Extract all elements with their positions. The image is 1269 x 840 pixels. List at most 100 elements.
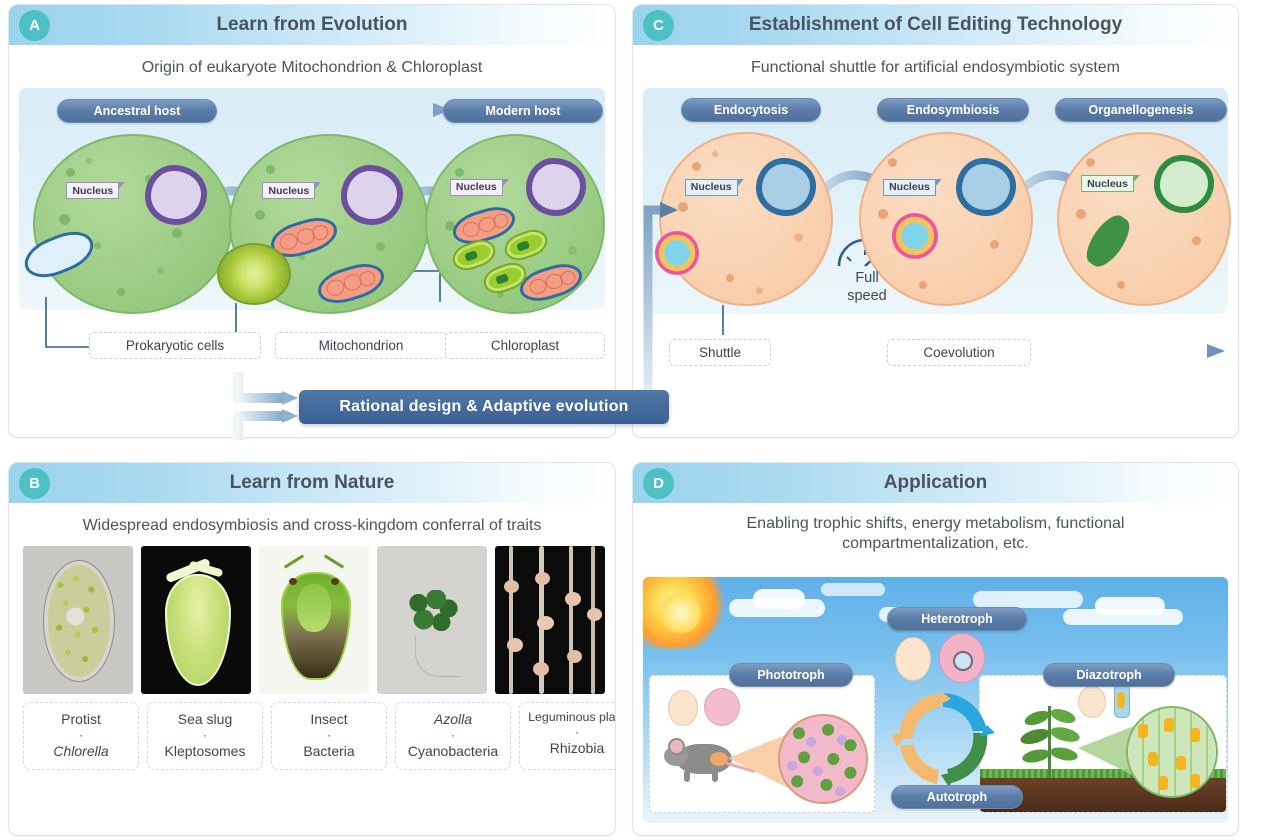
panel-a-pill-modern-host: Modern host [443, 99, 603, 124]
caption-host: Insect [310, 711, 348, 728]
tag-mitochondrion: Mitochondrion [275, 332, 447, 359]
cytoplasm-speck [85, 157, 92, 164]
crista [527, 276, 548, 296]
tag-chloroplast: Chloroplast [445, 332, 605, 359]
nucleus-organelle [340, 164, 403, 225]
panel-d-title: Application [883, 472, 988, 493]
caption-separator: · [327, 727, 331, 742]
nucleus-organelle [525, 157, 586, 216]
cytoplasm-speck [1116, 280, 1125, 289]
caption-host: Protist [61, 711, 101, 728]
cytoplasm-speck [691, 161, 701, 171]
photo-insect [259, 546, 369, 695]
caption-symbiont: Kleptosomes [164, 742, 246, 759]
magnify-cone [728, 734, 788, 788]
nucleus-label: Nucleus [449, 178, 509, 196]
panel-d: D Application Enabling trophic shifts, e… [620, 450, 1249, 840]
nucleus-label: Nucleus [684, 178, 744, 196]
panel-a-pill-ancestral-host: Ancestral host [57, 99, 217, 124]
caption-insect: Insect · Bacteria [271, 702, 387, 770]
cloud-icon [753, 589, 805, 609]
grass-layer [980, 769, 1226, 778]
nucleus-dot [953, 651, 973, 671]
panel-c-header: C Establishment of Cell Editing Technolo… [633, 5, 1238, 45]
gauge-caption-line1: Full [855, 270, 879, 287]
photo-protist-chlorella [23, 546, 133, 695]
panel-b-subtitle: Widespread endosymbiosis and cross-kingd… [82, 517, 542, 534]
phototroph-card [649, 675, 875, 813]
caption-separator: · [203, 727, 207, 742]
panel-d-pill-phototroph: Phototroph [729, 663, 853, 687]
cytoplasm-speck [297, 252, 305, 260]
cytoplasm-speck [888, 158, 898, 168]
panel-c: C Establishment of Cell Editing Technolo… [620, 0, 1249, 450]
mitochondrion-organelle [515, 258, 586, 307]
panel-d-subtitle: Enabling trophic shifts, energy metaboli… [746, 515, 1125, 553]
caption-sea-slug: Sea slug · Kleptosomes [147, 702, 263, 770]
panel-c-pill-endocytosis: Endocytosis [681, 98, 821, 123]
panel-c-subtitle: Functional shuttle for artificial endosy… [750, 59, 1121, 76]
cycle-arrows [891, 691, 995, 787]
nucleus-label: Nucleus [1081, 175, 1140, 193]
cytoplasm-speck [376, 242, 386, 252]
panel-b-photo-strip [9, 546, 615, 695]
photo-legume-root-nodules [495, 546, 605, 695]
cytoplasm-speck [58, 213, 70, 225]
cytoplasm-speck [172, 227, 183, 238]
mitochondrion-organelle [313, 257, 389, 309]
cytoplasm-speck [756, 287, 764, 295]
caption-symbiont: Chlorella [53, 742, 109, 759]
tag-shuttle: Shuttle [669, 339, 771, 366]
panel-c-badge: C [643, 9, 674, 41]
cytoplasm-speck [878, 209, 888, 220]
cell-modern: Nucleus [425, 134, 605, 315]
cell-ancestral: Nucleus [33, 134, 233, 315]
cell-icon-beige [668, 690, 698, 726]
cytoplasm-speck [455, 168, 465, 178]
panel-d-header: D Application [633, 463, 1238, 503]
panel-b: B Learn from Nature Widespread endosymbi… [0, 450, 620, 840]
cytoplasm-speck [254, 210, 265, 221]
cell-endosymbiosis: Nucleus [859, 132, 1033, 307]
sun-core [661, 593, 701, 633]
cytoplasm-speck [66, 168, 76, 178]
panel-b-header: B Learn from Nature [9, 463, 615, 503]
plant-illustration [1018, 706, 1082, 778]
mouse-illustration [664, 734, 756, 782]
cell-organellogenesis: Nucleus [1057, 132, 1231, 307]
caption-host: Azolla [433, 711, 473, 728]
caption-host: Sea slug [177, 711, 233, 728]
cytoplasm-speck [712, 151, 718, 158]
cytoplasm-speck [1086, 158, 1096, 168]
gauge-caption-line2: speed [847, 287, 887, 304]
center-banner: Rational design & Adaptive evolution [299, 390, 669, 424]
nucleus-organelle [144, 164, 207, 225]
cytoplasm-speck [725, 273, 734, 282]
panel-c-title: Establishment of Cell Editing Technology [748, 14, 1123, 35]
panel-a: A Learn from Evolution Origin of eukaryo… [0, 0, 620, 450]
cytoplasm-speck [793, 233, 803, 243]
cloud-icon [821, 583, 885, 596]
nucleus-organelle [756, 158, 817, 217]
panel-a-title: Learn from Evolution [216, 14, 408, 35]
center-banner-label: Rational design & Adaptive evolution [339, 398, 629, 415]
panel-c-pill-organellogenesis: Organellogenesis [1055, 98, 1227, 123]
lamellae-structure [217, 243, 291, 306]
cloud-icon [1095, 597, 1165, 615]
caption-separator: · [79, 727, 83, 742]
nucleus-organelle [956, 158, 1017, 217]
cytoplasm-speck [1191, 236, 1201, 246]
cell-icon-pink [704, 688, 740, 726]
caption-symbiont: Bacteria [303, 742, 355, 759]
nucleus-label: Nucleus [66, 182, 126, 200]
caption-separator: · [451, 727, 455, 742]
panel-a-box: A Learn from Evolution Origin of eukaryo… [8, 4, 616, 438]
chloroplast-organelle [501, 224, 552, 265]
tissue-circle [778, 714, 868, 804]
caption-host: Leguminous plant [528, 710, 616, 725]
panel-c-stage: Endocytosis Endosymbiosis Organellogenes… [643, 88, 1231, 315]
diazotroph-card [979, 675, 1227, 813]
panel-d-scene: Phototroph Heterotroph Autotroph Diazotr… [643, 577, 1228, 823]
panel-d-box: D Application Enabling trophic shifts, e… [632, 462, 1239, 836]
